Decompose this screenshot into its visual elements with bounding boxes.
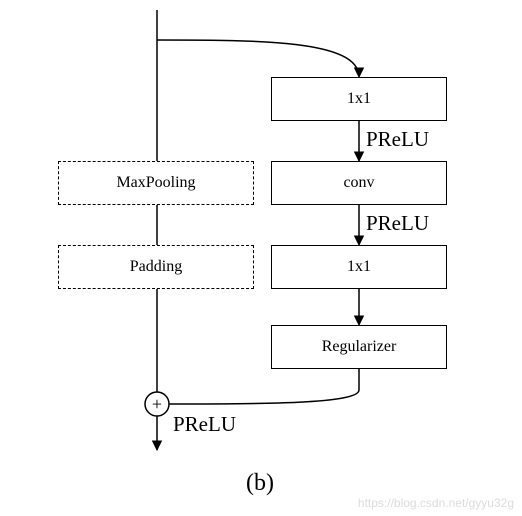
edge-branch-curve [157, 40, 359, 77]
node-regularizer-label: Regularizer [322, 338, 397, 356]
node-maxpool-label: MaxPooling [116, 174, 195, 192]
label-prelu1: PReLU [366, 127, 429, 152]
node-conv1: 1x1 [271, 77, 447, 121]
caption: (b) [246, 470, 274, 497]
node-padding-label: Padding [130, 258, 182, 276]
label-prelu2: PReLU [366, 211, 429, 236]
node-conv1-label: 1x1 [347, 90, 371, 108]
watermark: https://blog.csdn.net/gyyu32g [358, 496, 514, 510]
node-conv3-label: 1x1 [347, 258, 371, 276]
node-regularizer: Regularizer [271, 325, 447, 369]
node-conv2: conv [271, 161, 447, 205]
node-conv2-label: conv [343, 174, 374, 192]
label-prelu-out: PReLU [173, 412, 236, 437]
edge-reg-to-sum [169, 369, 359, 404]
sum-symbol: + [152, 394, 162, 414]
node-padding: Padding [58, 245, 254, 289]
node-maxpool: MaxPooling [58, 161, 254, 205]
node-conv3: 1x1 [271, 245, 447, 289]
